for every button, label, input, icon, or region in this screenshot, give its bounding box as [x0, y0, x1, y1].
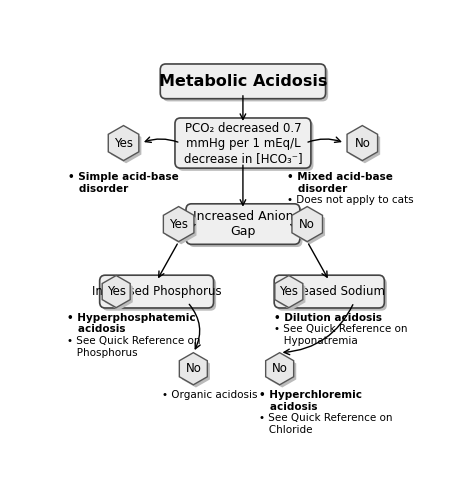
- Polygon shape: [294, 209, 325, 244]
- Text: • Hyperphosphatemic: • Hyperphosphatemic: [66, 313, 195, 323]
- Polygon shape: [292, 206, 322, 241]
- Text: disorder: disorder: [68, 183, 128, 193]
- Text: Yes: Yes: [279, 285, 298, 298]
- FancyBboxPatch shape: [160, 64, 326, 99]
- Text: • See Quick Reference on: • See Quick Reference on: [66, 336, 200, 346]
- FancyBboxPatch shape: [178, 121, 313, 171]
- Text: PCO₂ decreased 0.7
mmHg per 1 mEq/L
decrease in [HCO₃⁻]: PCO₂ decreased 0.7 mmHg per 1 mEq/L decr…: [183, 122, 302, 164]
- Text: Metabolic Acidosis: Metabolic Acidosis: [159, 74, 327, 89]
- Text: Chloride: Chloride: [259, 425, 313, 435]
- FancyBboxPatch shape: [163, 67, 328, 101]
- Text: • Simple acid-base: • Simple acid-base: [68, 172, 179, 182]
- Polygon shape: [108, 126, 139, 161]
- FancyBboxPatch shape: [189, 206, 302, 247]
- Polygon shape: [347, 126, 378, 161]
- Text: acidosis: acidosis: [66, 324, 125, 334]
- Text: No: No: [299, 217, 315, 230]
- Text: • Hyperchloremic: • Hyperchloremic: [259, 390, 363, 400]
- Text: Yes: Yes: [107, 285, 126, 298]
- Text: • Does not apply to cats: • Does not apply to cats: [287, 195, 414, 205]
- FancyBboxPatch shape: [277, 278, 387, 311]
- Text: acidosis: acidosis: [259, 401, 318, 411]
- Text: • See Quick Reference on: • See Quick Reference on: [274, 324, 408, 334]
- FancyBboxPatch shape: [186, 204, 300, 244]
- Polygon shape: [350, 128, 380, 163]
- Polygon shape: [164, 206, 194, 241]
- Text: No: No: [355, 137, 370, 150]
- FancyBboxPatch shape: [175, 118, 311, 168]
- Text: Phosphorus: Phosphorus: [66, 348, 137, 358]
- Polygon shape: [102, 276, 130, 308]
- Text: • Organic acidosis: • Organic acidosis: [162, 390, 257, 400]
- Text: Increased Anion
Gap: Increased Anion Gap: [192, 210, 293, 238]
- FancyBboxPatch shape: [100, 275, 213, 308]
- Text: No: No: [272, 362, 288, 375]
- Text: disorder: disorder: [287, 183, 347, 193]
- Text: Yes: Yes: [169, 217, 188, 230]
- Text: No: No: [185, 362, 201, 375]
- Polygon shape: [166, 209, 197, 244]
- Text: • See Quick Reference on: • See Quick Reference on: [259, 413, 393, 423]
- Text: Increased Phosphorus: Increased Phosphorus: [92, 285, 221, 298]
- Text: Decreased Sodium: Decreased Sodium: [274, 285, 385, 298]
- FancyBboxPatch shape: [102, 278, 216, 311]
- Text: Yes: Yes: [114, 137, 133, 150]
- Text: Hyponatremia: Hyponatremia: [274, 336, 358, 346]
- Polygon shape: [105, 278, 133, 310]
- Polygon shape: [265, 353, 294, 385]
- Polygon shape: [111, 128, 141, 163]
- Text: • Dilution acidosis: • Dilution acidosis: [274, 313, 382, 323]
- Polygon shape: [182, 355, 210, 387]
- Polygon shape: [268, 355, 296, 387]
- Polygon shape: [277, 278, 305, 310]
- Text: • Mixed acid-base: • Mixed acid-base: [287, 172, 393, 182]
- Polygon shape: [275, 276, 303, 308]
- FancyBboxPatch shape: [274, 275, 384, 308]
- Polygon shape: [179, 353, 207, 385]
